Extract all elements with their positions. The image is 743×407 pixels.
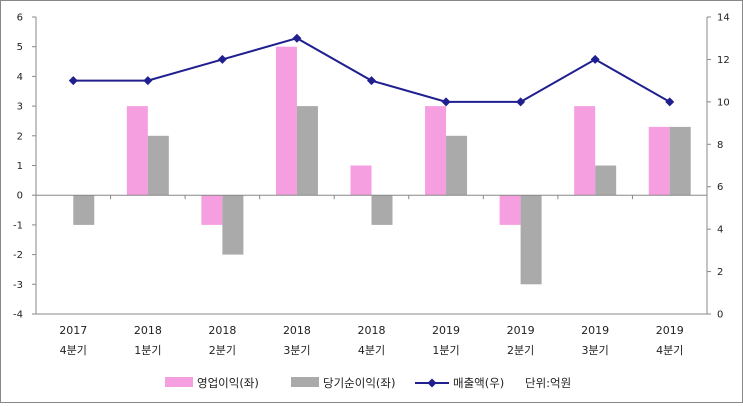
legend-label-revenue: 매출액(우): [453, 376, 504, 390]
bar-operating-profit: [350, 165, 372, 196]
category-quarter-label: 1분기: [432, 344, 459, 357]
left-tick-label: 3: [17, 102, 23, 113]
revenue-point-marker: [143, 76, 153, 86]
right-tick-label: 4: [717, 225, 723, 236]
right-tick-label: 0: [717, 310, 723, 321]
bar-operating-profit: [201, 195, 223, 225]
revenue-point-marker: [367, 76, 376, 86]
right-tick-label: 12: [717, 55, 730, 66]
bar-net-income: [222, 195, 244, 255]
revenue-point-marker: [516, 97, 526, 107]
category-quarter-label: 2분기: [507, 344, 534, 357]
category-quarter-label: 4분기: [656, 344, 683, 357]
bar-operating-profit: [425, 106, 447, 196]
revenue-point-marker: [665, 97, 675, 107]
category-quarter-label: 3분기: [283, 344, 310, 357]
right-tick-label: 10: [717, 97, 730, 108]
bar-net-income: [446, 135, 468, 196]
axes: [35, 17, 708, 315]
revenue-point-marker: [590, 54, 600, 64]
revenue-point-marker: [292, 33, 302, 43]
revenue-line-path: [73, 37, 671, 103]
legend-label-operating-profit: 영업이익(좌): [197, 376, 259, 390]
left-tick-label: 2: [17, 131, 23, 142]
bar-operating-profit: [574, 106, 596, 196]
category-year-label: 2019: [432, 324, 460, 337]
bar-operating-profit: [499, 195, 521, 225]
category-quarter-label: 1분기: [134, 344, 161, 357]
bar-net-income: [296, 106, 318, 196]
bar-operating-profit: [648, 126, 670, 196]
left-tick-label: 1: [17, 161, 23, 172]
left-tick-label: -3: [13, 280, 23, 291]
left-tick-label: 6: [17, 13, 23, 24]
right-tick-label: 6: [717, 182, 723, 193]
left-tick-label: -2: [13, 250, 23, 261]
bar-net-income: [371, 195, 393, 225]
category-quarter-label: 3분기: [582, 344, 609, 357]
category-quarter-label: 4분기: [60, 344, 87, 357]
right-axis-ticks: 0 2 4 6 8 10 12 14: [707, 13, 730, 321]
category-year-label: 2019: [507, 324, 535, 337]
legend-label-net-income: 당기순이익(좌): [323, 376, 395, 390]
right-tick-label: 14: [717, 13, 730, 24]
legend: 영업이익(좌) 당기순이익(좌) 매출액(우) 단위:억원: [165, 376, 571, 390]
revenue-point-marker: [217, 54, 227, 64]
revenue-point-marker: [441, 97, 451, 107]
left-tick-label: -1: [13, 220, 23, 231]
bar-net-income: [147, 135, 169, 196]
category-year-label: 2017: [59, 324, 87, 337]
left-tick-label: 0: [17, 191, 23, 202]
bars: [73, 46, 691, 285]
bar-operating-profit: [275, 46, 297, 196]
left-tick-label: 4: [17, 72, 23, 83]
category-year-label: 2019: [656, 324, 684, 337]
bar-net-income: [73, 195, 95, 225]
revenue-point-marker: [68, 76, 78, 86]
category-year-label: 2018: [208, 324, 236, 337]
bar-operating-profit: [126, 106, 148, 196]
left-tick-label: 5: [17, 42, 23, 53]
legend-swatch-net-income: [291, 377, 319, 387]
legend-swatch-revenue-marker: [427, 378, 437, 388]
revenue-line: [68, 33, 675, 107]
legend-swatch-operating-profit: [165, 377, 193, 387]
left-axis-ticks: -4 -3 -2 -1 0 1 2 3 4 5 6: [13, 13, 36, 321]
category-quarter-label: 2분기: [209, 344, 236, 357]
right-tick-label: 2: [717, 267, 723, 278]
left-tick-label: -4: [13, 310, 23, 321]
right-tick-label: 8: [717, 140, 723, 151]
bar-net-income: [520, 195, 542, 285]
category-quarter-label: 4분기: [358, 344, 385, 357]
category-year-label: 2018: [283, 324, 311, 337]
bar-net-income: [669, 126, 691, 196]
unit-label: 단위:억원: [525, 376, 571, 390]
category-year-label: 2018: [358, 324, 386, 337]
category-year-label: 2018: [134, 324, 162, 337]
bar-net-income: [595, 165, 617, 196]
category-labels: 2017 4분기 2018 1분기 2018 2분기 2018 3분기 2018 4분기 2019 1…: [59, 324, 683, 357]
category-year-label: 2019: [581, 324, 609, 337]
